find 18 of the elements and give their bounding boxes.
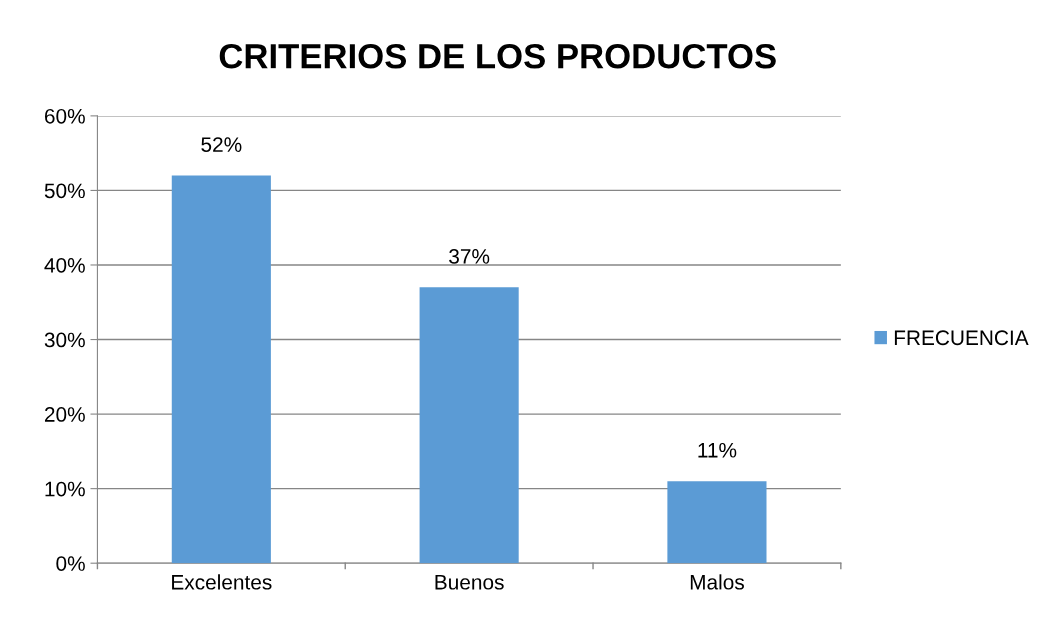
legend-label: FRECUENCIA: [894, 330, 1029, 346]
y-tick-label: 0%: [56, 556, 85, 571]
bar: [171, 175, 271, 564]
y-tick-label: 50%: [44, 183, 85, 199]
data-label: 11%: [698, 442, 737, 458]
bar: [667, 481, 767, 564]
y-tick-label: 30%: [44, 332, 85, 348]
y-tick-label: 40%: [44, 257, 85, 273]
chart-title: CRITERIOS DE LOS PRODUCTOS: [219, 43, 776, 69]
x-tick-label: Buenos: [435, 575, 504, 590]
bar: [419, 287, 519, 564]
data-label: 37%: [449, 249, 490, 264]
y-tick-label: 20%: [44, 407, 85, 422]
data-label: 52%: [201, 137, 242, 152]
x-tick-label: Malos: [690, 574, 744, 590]
x-tick-label: Excelentes: [172, 574, 272, 590]
y-tick-label: 60%: [44, 108, 85, 124]
y-tick-label: 10%: [45, 481, 85, 497]
